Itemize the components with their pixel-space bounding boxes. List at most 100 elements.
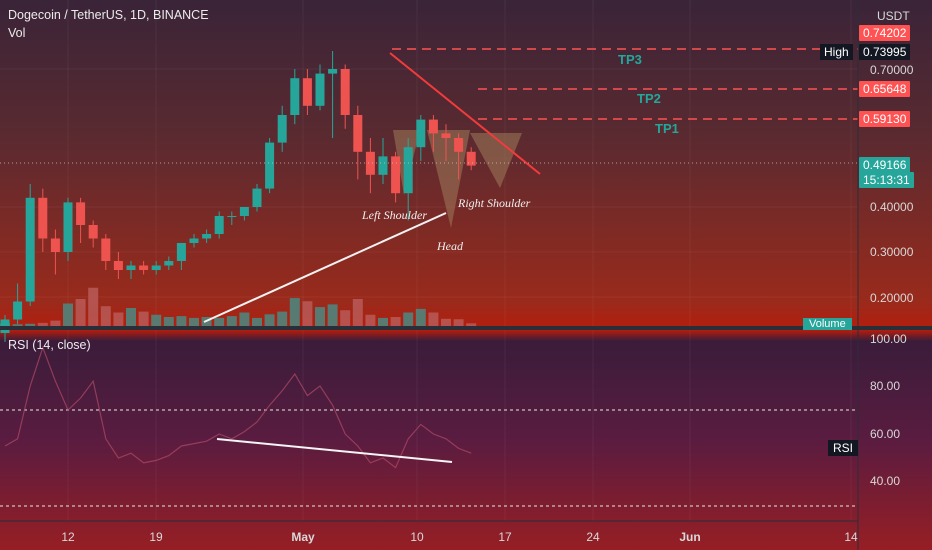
candle [466, 147, 476, 171]
candle-body [378, 156, 388, 175]
candle-body [353, 115, 363, 152]
volume-bar [12, 324, 23, 326]
volume-bar [239, 312, 250, 326]
volume-bar [415, 308, 426, 326]
price-tick-030: 0.30000 [870, 245, 914, 259]
tp3-label: TP3 [618, 52, 642, 67]
x-tick-17: 17 [498, 530, 512, 544]
candle [265, 138, 275, 194]
volume-bar [302, 301, 313, 326]
candle-body [227, 216, 237, 217]
candle-body [13, 301, 23, 320]
candle-body [101, 238, 111, 261]
candle-body [38, 197, 48, 239]
candles [0, 51, 476, 342]
volume-bar [50, 320, 61, 326]
volume-bar [403, 312, 414, 326]
candle [227, 211, 237, 225]
volume-bar [466, 323, 477, 326]
rsi-divergence-line [216, 438, 453, 463]
candle [38, 188, 48, 252]
volume-bar [25, 323, 36, 326]
candle [239, 207, 249, 221]
volume-bar [163, 317, 174, 326]
volume-tag: Volume [803, 318, 852, 330]
volume-bar [441, 318, 451, 326]
candle [403, 138, 413, 221]
candle-body [466, 151, 476, 166]
candle [88, 220, 98, 248]
target-lines [392, 48, 858, 120]
candle-body [50, 238, 60, 252]
x-tick-12: 12 [61, 530, 75, 544]
x-tick-24: 24 [586, 530, 600, 544]
candle [113, 252, 123, 279]
volume-bar [189, 317, 199, 326]
volume-indicator-label: Vol [8, 26, 26, 40]
volume-bar [252, 317, 262, 326]
x-tick-14: 14 [844, 530, 858, 544]
volume-bar [327, 304, 338, 326]
candle [50, 229, 60, 275]
candle-body [454, 138, 464, 152]
chart-title: Dogecoin / TetherUS, 1D, BINANCE [8, 8, 209, 22]
candle [365, 138, 375, 194]
candle [290, 69, 300, 125]
neckline-downtrend [389, 52, 541, 175]
head-label: Head [437, 239, 463, 253]
support-uptrend [203, 212, 447, 323]
volume-bar [428, 312, 439, 326]
candle [454, 133, 464, 180]
candle [13, 283, 23, 324]
candle-body [189, 238, 199, 243]
candle-body [403, 147, 413, 194]
candle-body [176, 243, 186, 261]
candle [139, 261, 149, 275]
candle-body [302, 78, 312, 106]
volume-bar [37, 322, 48, 326]
candle-body [277, 115, 287, 143]
volume-bar [100, 306, 111, 326]
high-label: High [820, 44, 853, 60]
candle-body [164, 261, 174, 266]
candle [176, 243, 186, 270]
grid-lines [0, 0, 858, 521]
volume-bar [138, 311, 149, 326]
volume-bar [264, 314, 275, 326]
x-tick-may: May [291, 530, 315, 544]
candle [441, 124, 451, 161]
volume-bar [226, 316, 237, 326]
head-shape [427, 130, 470, 228]
left-shoulder-label: Left Shoulder [362, 208, 427, 222]
volume-bar [75, 299, 86, 326]
candle-body [113, 261, 123, 270]
candle-body [365, 151, 375, 175]
candle-body [76, 202, 86, 225]
candle-body [202, 234, 212, 239]
rsi-tick-40: 40.00 [870, 474, 901, 488]
high-price-tag: 0.73995 [859, 44, 911, 60]
candle-body [265, 142, 275, 189]
candle-body [391, 156, 401, 194]
volume-bar [378, 317, 388, 326]
price-tick-070: 0.70000 [870, 63, 914, 77]
candle [189, 234, 199, 248]
candle [151, 261, 161, 275]
right-shoulder-shape [470, 133, 522, 188]
candle [25, 184, 35, 306]
tp1-price-tag: 0.59130 [859, 111, 911, 127]
candle [277, 105, 287, 152]
candle-body [428, 119, 438, 134]
candle-body [25, 197, 35, 302]
candle [428, 115, 438, 152]
candle [340, 64, 350, 129]
candle [315, 64, 325, 111]
x-tick-10: 10 [410, 530, 424, 544]
tp3-price-tag: 0.74202 [859, 25, 911, 41]
volume-bar [214, 317, 225, 326]
x-tick-jun: Jun [679, 530, 701, 544]
volume-bar [390, 317, 401, 326]
candle-body [214, 216, 224, 234]
tp2-label: TP2 [637, 91, 661, 106]
